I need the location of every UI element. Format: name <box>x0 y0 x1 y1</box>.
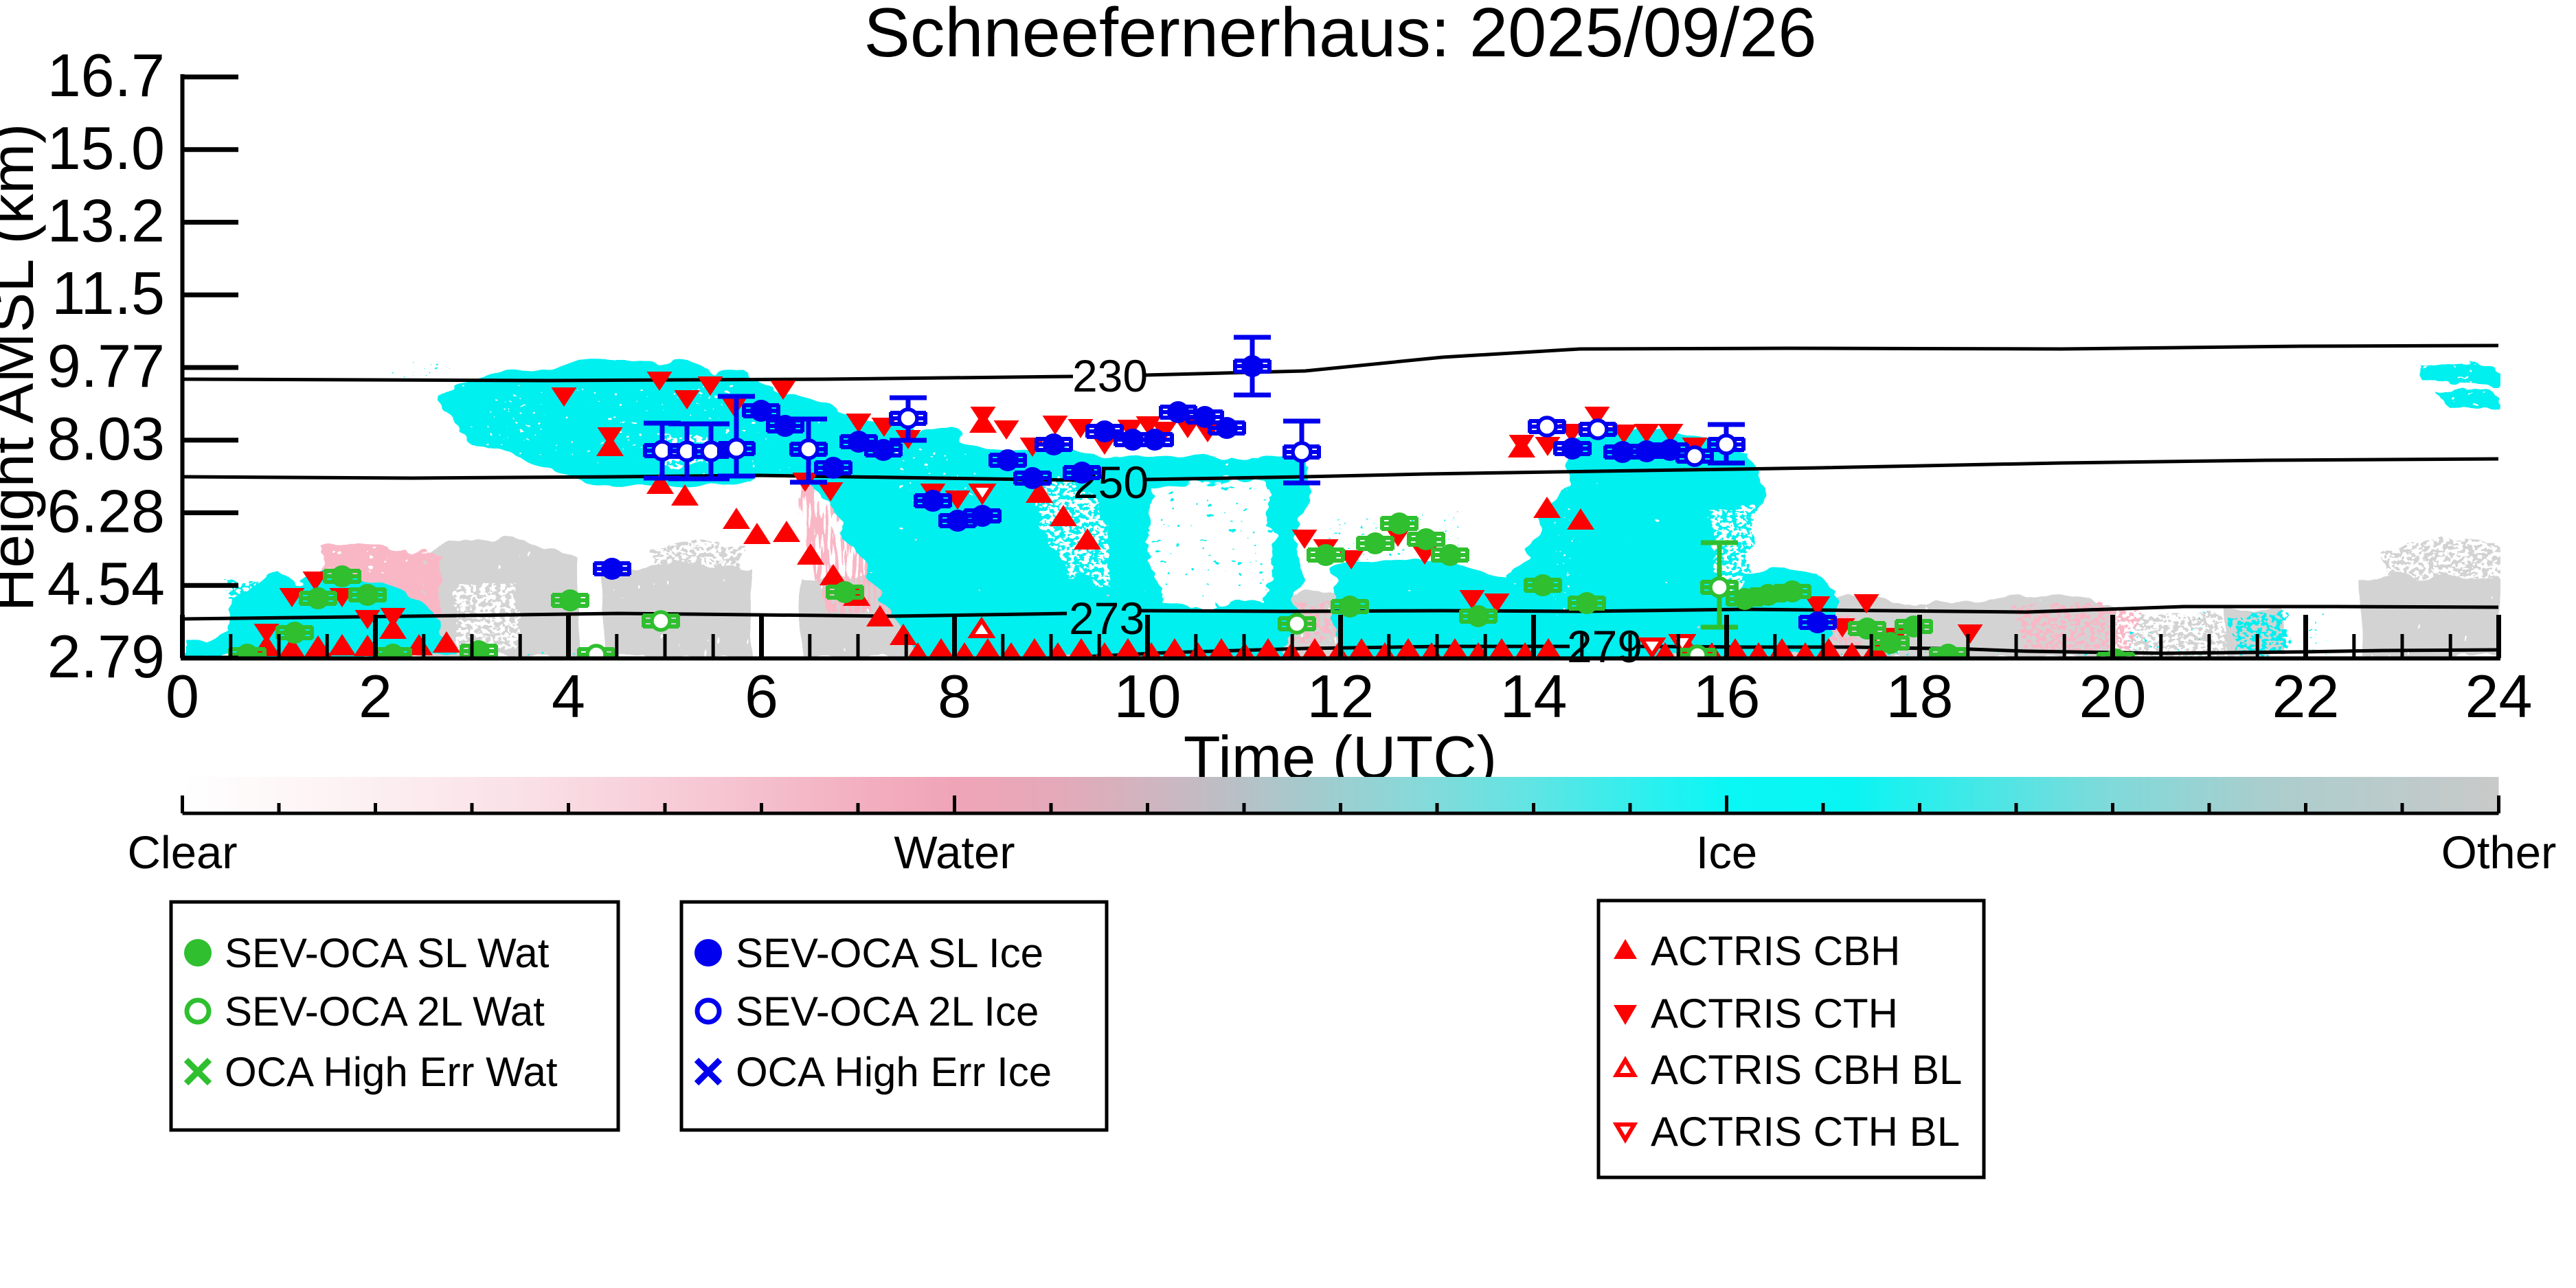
svg-text:273: 273 <box>1069 593 1144 644</box>
svg-text:4: 4 <box>552 662 585 730</box>
svg-text:OCA High Err Wat: OCA High Err Wat <box>225 1049 558 1095</box>
svg-text:6.28: 6.28 <box>47 477 165 545</box>
svg-text:13.2: 13.2 <box>47 187 165 255</box>
svg-text:15.0: 15.0 <box>47 114 165 182</box>
svg-text:24: 24 <box>2465 662 2533 730</box>
svg-text:Clear: Clear <box>127 827 237 879</box>
svg-text:20: 20 <box>2079 662 2147 730</box>
svg-text:22: 22 <box>2272 662 2340 730</box>
svg-text:16: 16 <box>1693 662 1761 730</box>
svg-text:ACTRIS CBH BL: ACTRIS CBH BL <box>1651 1047 1962 1093</box>
svg-text:2: 2 <box>359 662 392 730</box>
svg-text:8: 8 <box>938 662 971 730</box>
svg-text:Water: Water <box>894 827 1015 879</box>
svg-text:8.03: 8.03 <box>47 405 165 473</box>
svg-text:6: 6 <box>745 662 778 730</box>
svg-text:Schneefernerhaus: 2025/09/26: Schneefernerhaus: 2025/09/26 <box>863 0 1816 71</box>
svg-text:230: 230 <box>1072 350 1148 401</box>
svg-text:ACTRIS CBH: ACTRIS CBH <box>1651 928 1900 974</box>
svg-text:Height AMSL (km): Height AMSL (km) <box>0 124 46 612</box>
svg-text:2.79: 2.79 <box>47 622 165 690</box>
svg-text:Ice: Ice <box>1696 827 1757 879</box>
svg-text:Other: Other <box>2441 827 2557 879</box>
svg-text:16.7: 16.7 <box>47 41 165 109</box>
svg-text:ACTRIS CTH BL: ACTRIS CTH BL <box>1651 1109 1960 1155</box>
svg-text:9.77: 9.77 <box>47 332 165 400</box>
svg-text:10: 10 <box>1114 662 1182 730</box>
svg-text:0: 0 <box>166 662 199 730</box>
svg-text:SEV-OCA SL Wat: SEV-OCA SL Wat <box>225 930 550 976</box>
svg-text:18: 18 <box>1886 662 1954 730</box>
svg-text:SEV-OCA 2L Ice: SEV-OCA 2L Ice <box>736 988 1039 1035</box>
svg-text:12: 12 <box>1307 662 1375 730</box>
svg-text:4.54: 4.54 <box>47 550 165 618</box>
svg-text:SEV-OCA SL Ice: SEV-OCA SL Ice <box>736 930 1043 976</box>
svg-text:ACTRIS CTH: ACTRIS CTH <box>1651 991 1898 1037</box>
svg-text:11.5: 11.5 <box>52 259 165 327</box>
svg-text:OCA High Err Ice: OCA High Err Ice <box>736 1049 1052 1095</box>
svg-text:SEV-OCA 2L Wat: SEV-OCA 2L Wat <box>225 988 545 1035</box>
svg-text:14: 14 <box>1500 662 1568 730</box>
